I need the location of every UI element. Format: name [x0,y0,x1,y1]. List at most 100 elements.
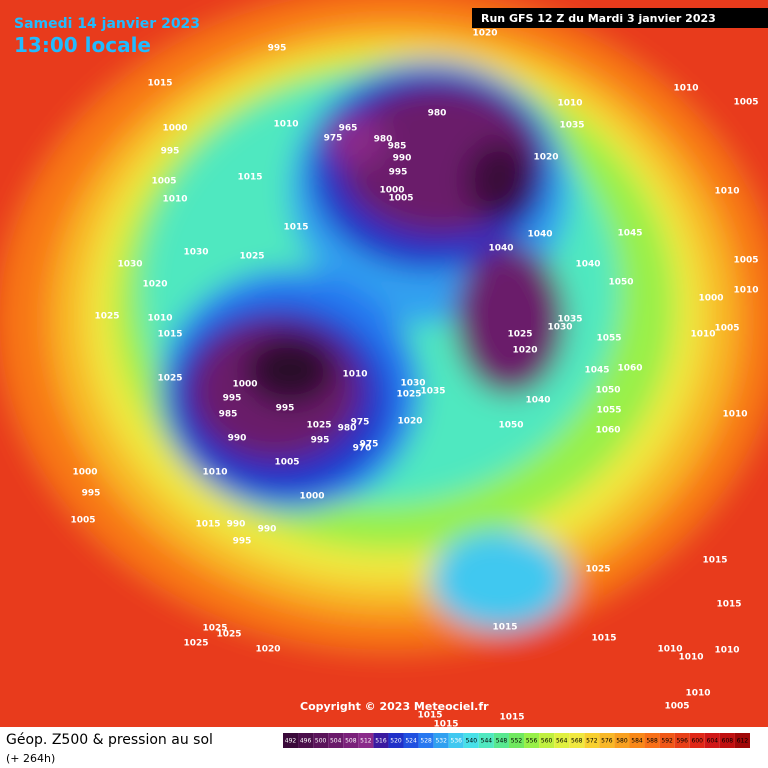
isobar-label: 1025 [202,624,227,634]
isobar-label: 1005 [733,256,758,266]
scale-swatch [433,733,449,748]
scale-swatch [328,733,344,748]
scale-label: 504 [330,738,342,745]
isobar-label: 1035 [559,121,584,131]
scale-label: 552 [511,738,523,745]
isobar-label: 975 [324,134,343,144]
footer-title: Géop. Z500 & pression au sol [6,732,213,748]
isobar-label: 1010 [690,330,715,340]
isobar-label: 1010 [722,410,747,420]
isobar-label: 1010 [162,195,187,205]
isobar-label: 980 [428,109,447,119]
scale-swatch [629,733,645,748]
color-scale: 492 496 500 504 508 512 516 520 524 528 532 536 540 5… [283,733,750,748]
isobar-label: 995 [161,147,180,157]
scale-swatch [539,733,555,748]
scale-swatch [283,733,299,748]
isobar-label: 990 [227,520,246,530]
isobar-label: 1030 [183,248,208,258]
scale-label: 596 [676,738,688,745]
scale-label: 520 [390,738,402,745]
isobar-label: 1015 [591,634,616,644]
scale-swatch [493,733,509,748]
isobar-label: 1000 [72,468,97,478]
isobar-label: 1005 [664,702,689,712]
scale-label: 584 [631,738,643,745]
isobar-label: 1025 [216,630,241,640]
isobar-label: 1010 [714,646,739,656]
scale-swatch [734,733,750,748]
isobar-label: 1025 [183,639,208,649]
isobar-label: 1060 [595,426,620,436]
isobar-label: 1040 [488,244,513,254]
isobar-label: 1010 [147,314,172,324]
isobar-label: 1025 [157,374,182,384]
isobar-label: 1005 [714,324,739,334]
scale-label: 528 [420,738,432,745]
scale-swatch [343,733,359,748]
isobar-label: 1040 [525,396,550,406]
scale-swatch [554,733,570,748]
scale-swatch [313,733,329,748]
isobar-label: 1020 [533,153,558,163]
scale-swatch [644,733,660,748]
isobar-label: 975 [351,418,370,428]
isobar-label: 1005 [388,194,413,204]
isobar-label: 1015 [157,330,182,340]
scale-label: 540 [466,738,478,745]
isobar-label: 1055 [596,406,621,416]
scale-swatch [704,733,720,748]
isobar-label: 1030 [547,323,572,333]
scale-label: 608 [722,738,734,745]
isobar-label: 1000 [232,380,257,390]
isobar-label: 995 [276,404,295,414]
scale-swatch [614,733,630,748]
scale-swatch [373,733,389,748]
isobar-label: 1025 [239,252,264,262]
isobar-label: 995 [268,44,287,54]
scale-swatch [298,733,314,748]
isobar-label: 1040 [527,230,552,240]
scale-label: 532 [435,738,447,745]
scale-swatch [719,733,735,748]
isobar-label: 1055 [596,334,621,344]
scale-swatch [674,733,690,748]
scale-swatch [524,733,540,748]
isobar-label: 1015 [237,173,262,183]
isobar-label: 1030 [400,379,425,389]
isobar-label: 1015 [433,720,458,730]
isobar-label: 1025 [585,565,610,575]
isobar-label: 995 [311,436,330,446]
isobar-label: 1040 [575,260,600,270]
scale-swatch [584,733,600,748]
isobar-label: 1010 [685,689,710,699]
isobar-label: 995 [389,168,408,178]
isobar-label: 1010 [714,187,739,197]
isobar-label: 1050 [608,278,633,288]
scale-label: 568 [571,738,583,745]
isobar-label: 1020 [255,645,280,655]
scale-swatch [689,733,705,748]
isobar-label: 1045 [617,229,642,239]
isobar-label: 975 [360,440,379,450]
isobar-label: 1025 [396,390,421,400]
isobar-label: 985 [219,410,238,420]
scale-label: 560 [541,738,553,745]
isobar-label: 995 [82,489,101,499]
scale-label: 592 [661,738,673,745]
isobar-label: 995 [233,537,252,547]
isobar-label: 1035 [557,315,582,325]
copyright: Copyright © 2023 Meteociel.fr [300,700,489,713]
scale-label: 544 [481,738,493,745]
isobar-label: 1015 [702,556,727,566]
isobar-label: 1015 [499,713,524,723]
isobar-label: 1060 [617,364,642,374]
scale-label: 600 [692,738,704,745]
isobar-label: 1010 [342,370,367,380]
isobar-label: 1015 [716,600,741,610]
isobar-label: 1030 [117,260,142,270]
scale-label: 536 [451,738,463,745]
scale-label: 588 [646,738,658,745]
